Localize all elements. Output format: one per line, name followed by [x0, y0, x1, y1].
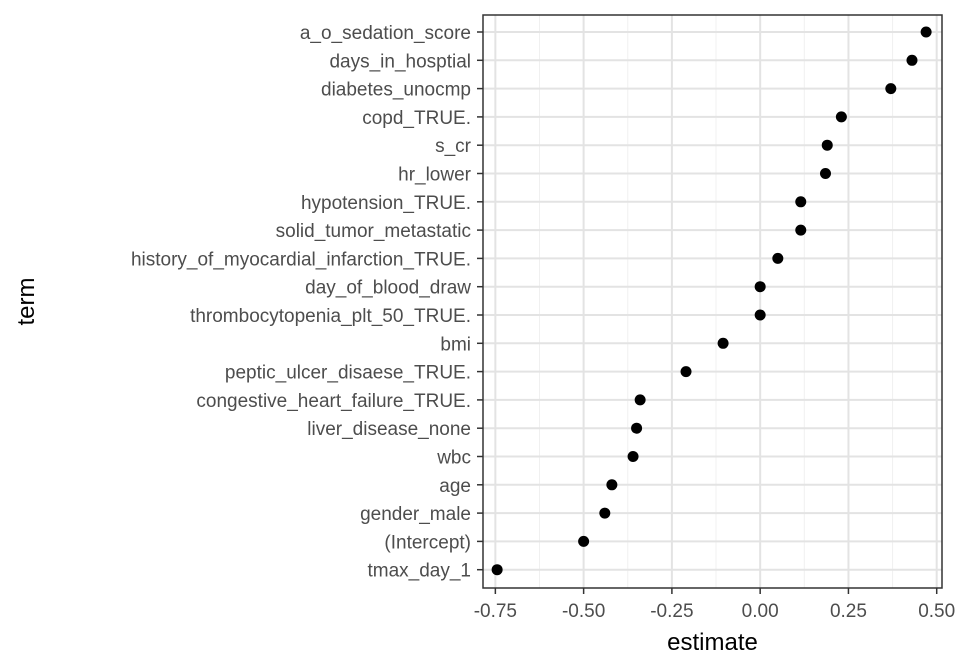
data-point [819, 168, 831, 179]
y-axis-title: term [13, 278, 40, 326]
x-axis-title: estimate [667, 629, 758, 656]
x-tick-label: -0.50 [562, 601, 605, 622]
y-tick-label: gender_male [360, 504, 471, 525]
data-point [606, 479, 618, 491]
data-point [491, 564, 503, 576]
y-tick-label: hr_lower [398, 165, 472, 186]
panel-border [482, 14, 943, 589]
data-point [631, 422, 643, 434]
data-point [680, 366, 692, 378]
data-point [772, 252, 784, 264]
x-tick-label: -0.75 [474, 601, 517, 622]
y-tick-label: (Intercept) [384, 532, 471, 553]
data-point [821, 139, 833, 151]
y-tick-label: peptic_ulcer_disaese_TRUE. [225, 363, 471, 384]
y-tick-label: copd_TRUE. [362, 108, 471, 129]
x-tick-label: 0.00 [742, 601, 779, 622]
data-point [795, 224, 807, 236]
data-point [717, 337, 729, 349]
data-point [599, 507, 611, 519]
data-point [795, 196, 807, 208]
data-point [885, 83, 897, 95]
y-tick-label: hypotension_TRUE. [301, 193, 471, 214]
data-point [906, 54, 918, 66]
y-tick-label: diabetes_unocmp [321, 80, 471, 101]
data-point [578, 535, 590, 547]
y-tick-label: age [439, 476, 471, 497]
y-tick-label: tmax_day_1 [367, 561, 471, 582]
x-tick-label: 0.50 [918, 601, 955, 622]
data-point [627, 451, 639, 462]
y-tick-label: solid_tumor_metastatic [276, 221, 471, 242]
data-point [920, 26, 932, 38]
y-tick-label: congestive_heart_failure_TRUE. [196, 391, 471, 412]
y-tick-label: wbc [436, 448, 471, 469]
data-point [754, 309, 766, 321]
x-tick-label: 0.25 [830, 601, 867, 622]
y-tick-label: a_o_sedation_score [300, 23, 471, 44]
x-tick-label: -0.25 [650, 601, 693, 622]
y-tick-label: days_in_hosptial [329, 51, 471, 72]
data-point [835, 111, 847, 123]
y-tick-label: history_of_myocardial_infarction_TRUE. [131, 249, 471, 270]
y-tick-label: thrombocytopenia_plt_50_TRUE. [190, 306, 471, 327]
data-point [634, 394, 646, 406]
y-tick-label: day_of_blood_draw [305, 278, 471, 299]
y-tick-label: bmi [440, 334, 471, 355]
y-tick-label: s_cr [435, 136, 472, 157]
y-tick-label: liver_disease_none [307, 419, 471, 440]
data-point [754, 281, 766, 293]
